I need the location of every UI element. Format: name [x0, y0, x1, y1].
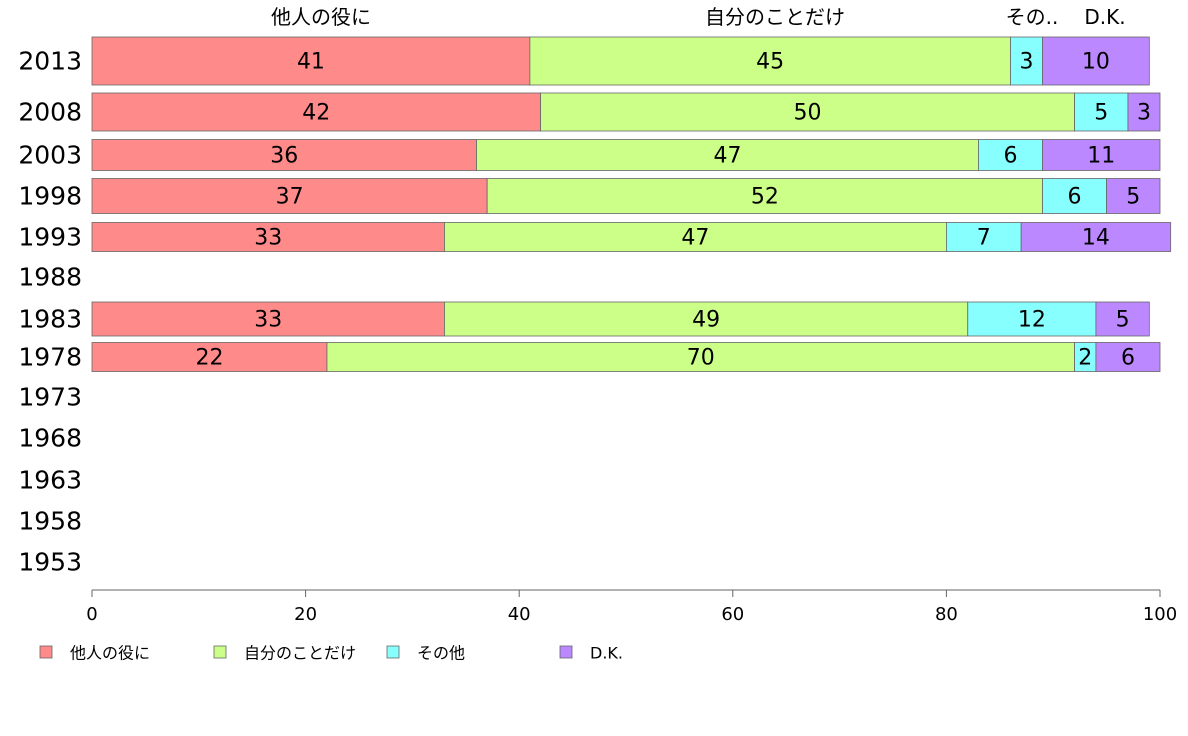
bar-2008-series-1: [540, 92, 1075, 132]
x-tick-label-80: 80: [935, 604, 958, 625]
bar-label-1998-series-2: 6: [1068, 185, 1082, 210]
legend: 他人の役に 自分のことだけ その他 D.K.: [39, 644, 623, 663]
bar-label-2003-series-3: 11: [1087, 144, 1115, 169]
bar-label-2003-series-1: 47: [713, 144, 741, 169]
bar-label-2003-series-0: 36: [270, 144, 298, 169]
bar-2013-series-1: [529, 36, 1011, 86]
year-axis-labels: 2013 2008 2003 1998 1993 1988 1983 1978 1973 1968…: [18, 47, 82, 577]
bar-label-1993-series-0: 33: [254, 226, 282, 251]
legend-swatch-2: [386, 645, 400, 659]
x-tick-label-40: 40: [508, 604, 531, 625]
bar-label-1993-series-2: 7: [977, 226, 991, 251]
bar-label-1993-series-1: 47: [681, 226, 709, 251]
bar-2008-series-0: [91, 92, 541, 132]
bar-label-1983-series-0: 33: [254, 308, 282, 333]
bar-2013-series-3: [1042, 36, 1150, 86]
bar-2003-series-0: [91, 139, 477, 171]
bar-1998-series-1: [486, 178, 1043, 214]
legend-label-3: D.K.: [590, 644, 623, 663]
bar-1993-series-3: [1020, 222, 1172, 252]
year-label-1998: 1998: [18, 182, 82, 211]
bar-label-1983-series-2: 12: [1018, 308, 1046, 333]
bar-label-2008-series-0: 42: [302, 101, 330, 126]
bar-2013-series-2: [1010, 36, 1043, 86]
bar-label-2003-series-2: 6: [1003, 144, 1017, 169]
bar-1993-series-1: [444, 222, 947, 252]
x-axis: 0 20 40 60 80 100: [86, 589, 1177, 625]
bar-label-2013-series-0: 41: [297, 50, 325, 75]
bar-label-1978-series-0: 22: [195, 346, 223, 371]
year-label-1978: 1978: [18, 343, 82, 372]
year-label-1983: 1983: [18, 305, 82, 334]
bar-label-2013-series-1: 45: [756, 50, 784, 75]
legend-label-1: 自分のことだけ: [244, 644, 356, 663]
bar-label-1998-series-3: 5: [1126, 185, 1140, 210]
bar-label-2008-series-1: 50: [794, 101, 822, 126]
bar-2013-series-0: [91, 36, 531, 86]
year-label-1973: 1973: [18, 383, 82, 412]
top-label-3: D.K.: [1084, 5, 1125, 29]
x-tick-label-60: 60: [721, 604, 744, 625]
year-label-1968: 1968: [18, 424, 82, 453]
bar-1998-series-3: [1106, 178, 1161, 214]
x-tick-label-20: 20: [294, 604, 317, 625]
bar-2003-series-1: [476, 139, 979, 171]
top-label-1: 自分のことだけ: [705, 5, 845, 29]
legend-label-2: その他: [417, 644, 465, 663]
bar-1978-series-3: [1095, 342, 1161, 372]
year-label-1993: 1993: [18, 223, 82, 252]
bar-label-1978-series-2: 2: [1078, 346, 1092, 371]
bar-2003-series-3: [1042, 139, 1161, 171]
bar-1978-series-0: [91, 342, 328, 372]
bar-label-1998-series-1: 52: [751, 185, 779, 210]
bar-1983-series-1: [444, 301, 969, 337]
year-label-2013: 2013: [18, 47, 82, 76]
top-category-labels: 他人の役に 自分のことだけ その.. D.K.: [271, 5, 1126, 29]
bar-label-2013-series-3: 10: [1082, 50, 1110, 75]
bar-1983-series-2: [967, 301, 1097, 337]
bar-2008-series-2: [1074, 92, 1129, 132]
x-tick-label-0: 0: [86, 604, 97, 625]
bar-label-1998-series-0: 37: [276, 185, 304, 210]
bar-1998-series-0: [91, 178, 488, 214]
bar-label-1983-series-3: 5: [1116, 308, 1130, 333]
bar-label-2013-series-2: 3: [1020, 50, 1034, 75]
top-label-0: 他人の役に: [271, 5, 371, 29]
year-label-1953: 1953: [18, 548, 82, 577]
x-tick-label-100: 100: [1143, 604, 1177, 625]
legend-label-0: 他人の役に: [70, 644, 150, 663]
bar-label-2008-series-3: 3: [1137, 101, 1151, 126]
legend-swatch-0: [39, 645, 53, 659]
year-label-2003: 2003: [18, 141, 82, 170]
bar-1993-series-0: [91, 222, 445, 252]
bar-label-2008-series-2: 5: [1094, 101, 1108, 126]
year-label-1958: 1958: [18, 507, 82, 536]
year-label-1963: 1963: [18, 466, 82, 495]
bar-label-1978-series-3: 6: [1121, 346, 1135, 371]
bar-label-1993-series-3: 14: [1082, 226, 1110, 251]
top-label-2: その..: [1006, 5, 1059, 29]
year-label-1988: 1988: [18, 263, 82, 292]
year-label-2008: 2008: [18, 98, 82, 127]
bar-2008-series-3: [1127, 92, 1161, 132]
legend-swatch-1: [213, 645, 227, 659]
bar-1983-series-0: [91, 301, 445, 337]
legend-swatch-3: [559, 645, 573, 659]
bar-1993-series-2: [946, 222, 1022, 252]
bar-1983-series-3: [1095, 301, 1150, 337]
bar-label-1983-series-1: 49: [692, 308, 720, 333]
bar-label-1978-series-1: 70: [687, 346, 715, 371]
